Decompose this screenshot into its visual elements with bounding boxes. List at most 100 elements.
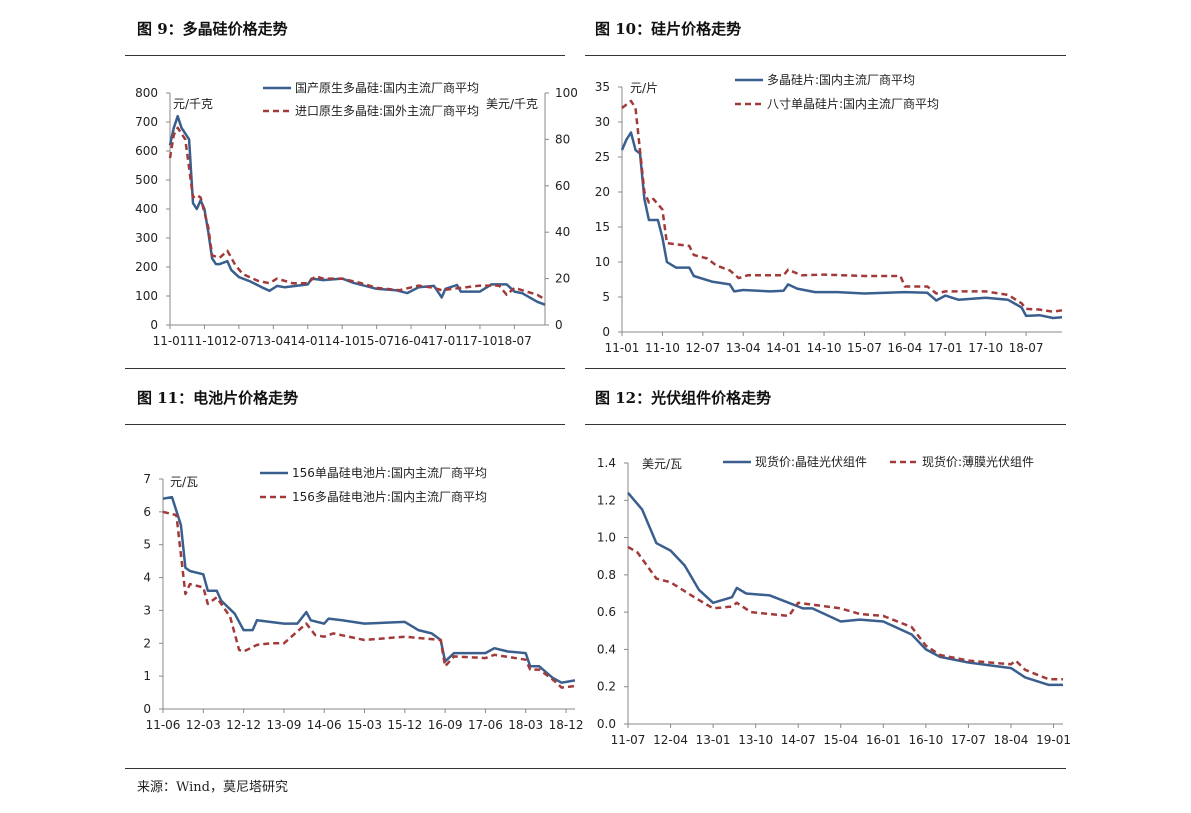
y-tick-label: 0.4	[597, 642, 616, 656]
x-tick-label: 11-07	[611, 733, 646, 747]
legend-label: 八寸单晶硅片:国内主流厂商平均	[767, 96, 939, 111]
y-tick-label: 20	[595, 185, 610, 199]
x-tick-label: 17-01	[428, 334, 463, 348]
x-tick-label: 16-10	[908, 733, 943, 747]
y-tick-label: 5	[602, 290, 610, 304]
legend-label: 国产原生多晶硅:国内主流厂商平均	[295, 80, 479, 95]
y-tick-label: 30	[595, 115, 610, 129]
x-tick-label: 12-03	[186, 718, 221, 732]
y-right-axis-unit: 美元/千克	[486, 97, 538, 111]
x-tick-label: 11-06	[146, 718, 181, 732]
y-tick-label: 3	[143, 603, 151, 617]
legend-label: 现货价:晶硅光伏组件	[755, 454, 867, 469]
y-tick-label: 500	[135, 173, 158, 187]
divider	[585, 55, 1066, 56]
y-tick-label: 300	[135, 231, 158, 245]
legend-label: 156单晶硅电池片:国内主流厂商平均	[292, 465, 487, 480]
x-tick-label: 19-01	[1036, 733, 1071, 747]
chart-2-title: 图 10：硅片价格走势	[595, 20, 742, 38]
y-right-tick-label: 0	[555, 318, 563, 332]
x-tick-label: 11-10	[645, 341, 680, 355]
divider	[125, 55, 565, 56]
x-tick-label: 17-07	[951, 733, 986, 747]
y-right-tick-label: 60	[555, 179, 570, 193]
y-tick-label: 0.0	[597, 717, 616, 731]
x-tick-label: 18-03	[508, 718, 543, 732]
series-line-2	[627, 545, 1063, 681]
x-tick-label: 17-10	[463, 334, 498, 348]
x-tick-label: 14-01	[290, 334, 325, 348]
divider	[125, 768, 1066, 769]
chart-1-title: 图 9：多晶硅价格走势	[137, 20, 288, 38]
x-tick-label: 15-07	[359, 334, 394, 348]
series-line-1	[620, 131, 1063, 320]
x-tick-label: 17-01	[928, 341, 963, 355]
x-tick-label: 16-04	[394, 334, 429, 348]
y-tick-label: 0.8	[597, 568, 616, 582]
y-tick-label: 0	[143, 702, 151, 716]
chart-4-title: 图 12：光伏组件价格走势	[595, 389, 772, 407]
x-tick-label: 14-07	[781, 733, 816, 747]
y-tick-label: 7	[143, 472, 151, 486]
y-tick-label: 600	[135, 144, 158, 158]
y-tick-label: 0	[150, 318, 158, 332]
x-tick-label: 13-04	[726, 341, 761, 355]
source-note: 来源：Wind，莫尼塔研究	[137, 780, 288, 795]
series-line-2	[621, 99, 1063, 313]
x-tick-label: 17-10	[968, 341, 1003, 355]
x-tick-label: 18-12	[549, 718, 584, 732]
x-tick-label: 12-12	[226, 718, 261, 732]
y-axis-unit: 元/千克	[173, 97, 213, 111]
x-tick-label: 16-04	[887, 341, 922, 355]
y-axis-unit: 元/瓦	[170, 475, 198, 489]
series-line-2	[162, 510, 576, 689]
chart-3-title: 图 11：电池片价格走势	[137, 389, 299, 407]
x-tick-label: 18-04	[994, 733, 1029, 747]
x-tick-label: 12-04	[653, 733, 688, 747]
y-right-tick-label: 100	[555, 86, 578, 100]
x-tick-label: 18-07	[497, 334, 532, 348]
x-tick-label: 18-07	[1009, 341, 1044, 355]
y-tick-label: 100	[135, 289, 158, 303]
y-tick-label: 4	[143, 571, 151, 585]
y-tick-label: 800	[135, 86, 158, 100]
x-tick-label: 13-04	[256, 334, 291, 348]
y-tick-label: 0	[602, 325, 610, 339]
y-tick-label: 10	[595, 255, 610, 269]
x-tick-label: 15-04	[823, 733, 858, 747]
x-tick-label: 12-07	[685, 341, 720, 355]
y-right-tick-label: 40	[555, 225, 570, 239]
legend-label: 多晶硅片:国内主流厂商平均	[767, 72, 915, 87]
x-tick-label: 13-01	[696, 733, 731, 747]
x-tick-label: 12-07	[221, 334, 256, 348]
x-tick-label: 13-10	[738, 733, 773, 747]
legend-label: 现货价:薄膜光伏组件	[922, 454, 1034, 469]
x-tick-label: 16-01	[866, 733, 901, 747]
y-tick-label: 35	[595, 80, 610, 94]
y-tick-label: 0.6	[597, 605, 616, 619]
y-tick-label: 0.2	[597, 680, 616, 694]
x-tick-label: 17-06	[468, 718, 503, 732]
x-tick-label: 15-07	[847, 341, 882, 355]
y-tick-label: 1.0	[597, 531, 616, 545]
y-axis-unit: 元/片	[630, 81, 658, 95]
y-tick-label: 200	[135, 260, 158, 274]
x-tick-label: 15-03	[347, 718, 382, 732]
series-line-2	[168, 126, 546, 301]
series-line-1	[162, 495, 576, 684]
y-tick-label: 400	[135, 202, 158, 216]
series-line-1	[627, 491, 1063, 687]
divider	[125, 368, 565, 369]
legend-label: 156多晶硅电池片:国内主流厂商平均	[292, 489, 487, 504]
legend-label: 进口原生多晶硅:国外主流厂商平均	[295, 103, 479, 118]
y-tick-label: 700	[135, 115, 158, 129]
x-tick-label: 11-01	[153, 334, 188, 348]
x-tick-label: 15-12	[387, 718, 422, 732]
y-tick-label: 2	[143, 636, 151, 650]
y-tick-label: 1	[143, 669, 151, 683]
x-tick-label: 14-10	[325, 334, 360, 348]
x-tick-label: 16-09	[428, 718, 463, 732]
x-tick-label: 11-01	[605, 341, 640, 355]
divider	[585, 368, 1066, 369]
